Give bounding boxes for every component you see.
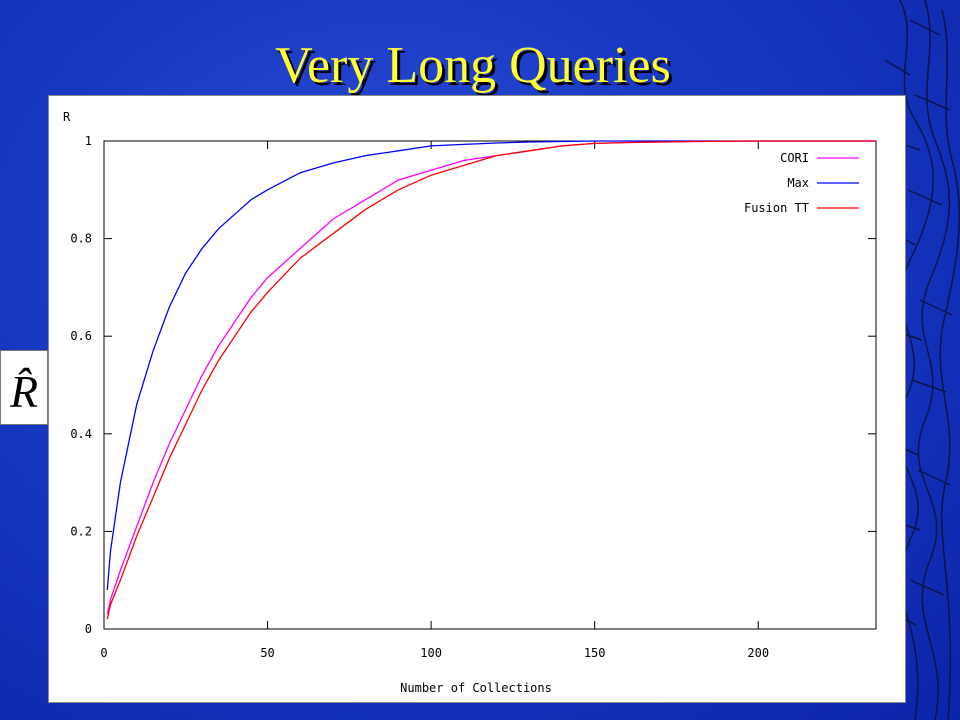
x-tick-label: 100 [420,646,442,660]
plot-frame [103,140,877,630]
y-axis-label: R [63,110,71,124]
y-tick-label: 0 [85,622,92,636]
ticks-layer: 0 0.2 0.4 0.6 0.8 1 0 50 100 150 200 [70,134,876,660]
legend: CORI Max Fusion TT [744,151,859,215]
series-line-max [106,140,876,591]
r-hat-symbol-box: R̂ [0,350,48,425]
x-tick-label: 50 [260,646,274,660]
y-tick-label: 0.2 [70,524,92,538]
x-tick-label: 200 [747,646,769,660]
r-hat-symbol: R̂ [9,366,38,417]
slide-title: Very Long Queries [275,37,671,94]
y-tick-label: 0.4 [70,427,92,441]
legend-label-fusion-tt: Fusion TT [744,201,809,215]
y-tick-label: 1 [85,134,92,148]
chart-panel: R Number of Collections 0 0.2 0.4 0.6 0.8 1 0 5… [48,95,906,703]
y-tick-label: 0.8 [70,232,92,246]
legend-label-cori: CORI [780,151,809,165]
x-axis-label: Number of Collections [400,681,552,695]
line-chart: R Number of Collections 0 0.2 0.4 0.6 0.8 1 0 5… [63,110,877,695]
x-tick-label: 0 [100,646,107,660]
series-line-fusion-tt [106,140,876,620]
series-layer [106,140,876,620]
y-tick-label: 0.6 [70,329,92,343]
x-tick-label: 150 [584,646,606,660]
legend-label-max: Max [787,176,809,190]
